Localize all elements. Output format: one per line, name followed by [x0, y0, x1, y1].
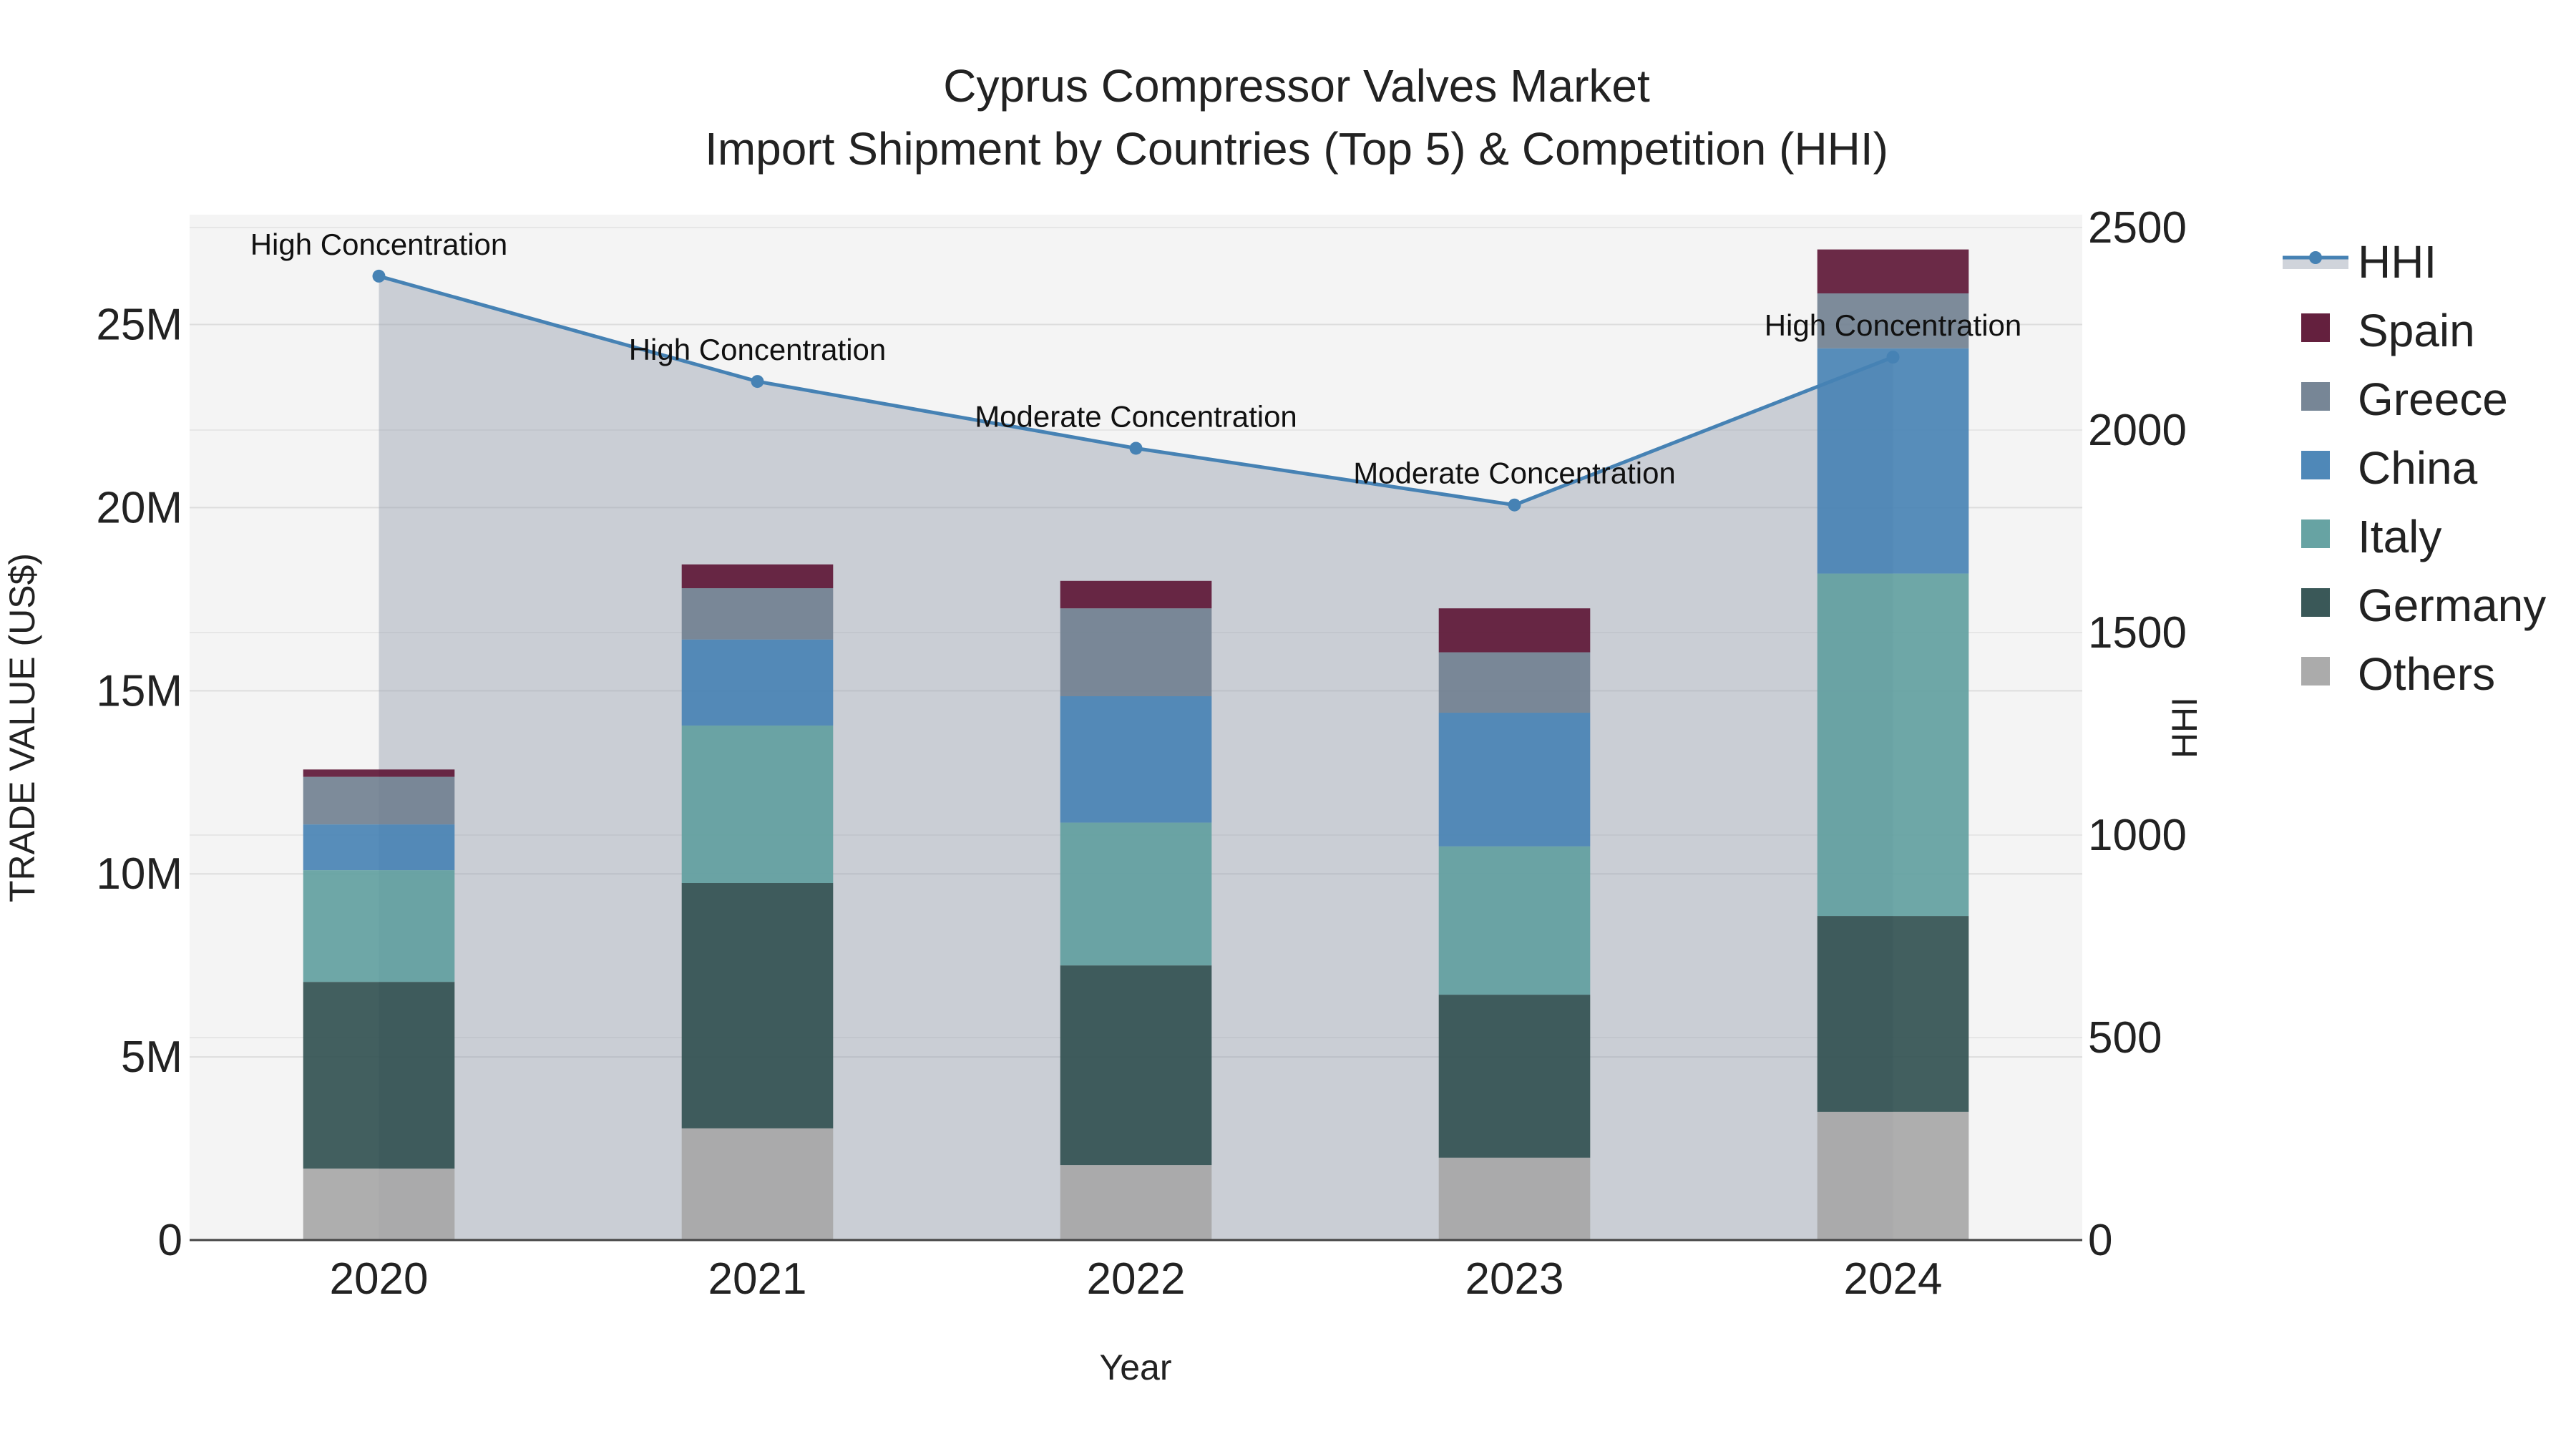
bar-china-2023: [1438, 713, 1591, 847]
bar-italy-2024: [1817, 573, 1969, 917]
legend-hhi-marker: [2309, 251, 2322, 264]
legend-swatch-spain: [2301, 313, 2330, 342]
x-tick-label: 2024: [1844, 1254, 1943, 1304]
bar-italy-2021: [681, 725, 834, 884]
bar-others-2021: [681, 1128, 834, 1240]
legend-label-germany: Germany: [2358, 580, 2546, 631]
bar-greece-2023: [1438, 652, 1591, 713]
bar-china-2024: [1817, 348, 1969, 574]
y-tick-label: 5M: [121, 1033, 182, 1082]
hhi-annotation: High Concentration: [629, 333, 887, 366]
bar-greece-2022: [1060, 608, 1212, 696]
hhi-annotation: Moderate Concentration: [975, 399, 1297, 433]
y2-tick-label: 1000: [2088, 811, 2187, 860]
axes: 0 5M 10M 15M 20M 25M 0 500 1000 1500 2000 2500 2020 2…: [96, 203, 2187, 1304]
y-tick-label: 0: [158, 1216, 182, 1265]
legend-swatch-others: [2301, 657, 2330, 686]
hhi-point: [1129, 441, 1143, 455]
y-tick-label: 10M: [96, 849, 182, 899]
y2-axis-title: HHI: [2165, 697, 2205, 758]
x-tick-label: 2023: [1465, 1254, 1564, 1304]
bar-greece-2021: [681, 588, 834, 640]
legend-label-italy: Italy: [2358, 511, 2441, 562]
bar-china-2020: [303, 824, 455, 871]
x-axis-title: Year: [1099, 1347, 1171, 1387]
x-tick-label: 2020: [330, 1254, 429, 1304]
bar-germany-2022: [1060, 965, 1212, 1166]
bar-others-2023: [1438, 1157, 1591, 1240]
y2-tick-label: 0: [2088, 1216, 2112, 1265]
y-tick-label: 25M: [96, 301, 182, 350]
hhi-point: [1886, 351, 1900, 364]
bar-greece-2024: [1817, 293, 1969, 348]
y-tick-label: 15M: [96, 666, 182, 716]
y-tick-label: 20M: [96, 483, 182, 532]
legend-swatch-greece: [2301, 382, 2330, 411]
bar-germany-2023: [1438, 995, 1591, 1158]
legend-label-china: China: [2358, 442, 2478, 494]
bar-spain-2020: [303, 769, 455, 777]
hhi-line-layer: High Concentration High Concentration Mode…: [250, 228, 2022, 512]
bar-spain-2021: [681, 564, 834, 589]
bar-spain-2022: [1060, 580, 1212, 609]
bar-greece-2020: [303, 776, 455, 825]
hhi-annotation: High Concentration: [250, 228, 508, 261]
bar-spain-2023: [1438, 608, 1591, 653]
y2-tick-label: 2500: [2088, 203, 2187, 253]
legend-swatch-italy: [2301, 519, 2330, 548]
bar-germany-2021: [681, 883, 834, 1128]
bar-others-2024: [1817, 1111, 1969, 1240]
hhi-point: [751, 375, 764, 389]
bars: [303, 249, 1969, 1240]
x-tick-label: 2021: [708, 1254, 807, 1304]
legend-label-others: Others: [2358, 648, 2495, 700]
bar-italy-2023: [1438, 846, 1591, 995]
chart-title-line2: Import Shipment by Countries (Top 5) & C…: [705, 123, 1888, 175]
y2-tick-label: 2000: [2088, 406, 2187, 455]
chart-title-line1: Cyprus Compressor Valves Market: [943, 60, 1650, 112]
legend[interactable]: HHI Spain Greece China Italy Germany Others: [2283, 236, 2546, 700]
bar-others-2022: [1060, 1165, 1212, 1240]
y2-tick-label: 1500: [2088, 608, 2187, 658]
legend-swatch-germany: [2301, 588, 2330, 617]
legend-swatch-china: [2301, 451, 2330, 479]
bar-others-2020: [303, 1169, 455, 1240]
hhi-annotation: Moderate Concentration: [1353, 457, 1676, 490]
bar-germany-2020: [303, 982, 455, 1169]
bar-china-2022: [1060, 696, 1212, 823]
hhi-point: [1508, 498, 1521, 512]
legend-label-hhi: HHI: [2358, 236, 2436, 288]
hhi-annotation: High Concentration: [1765, 308, 2022, 342]
bar-germany-2024: [1817, 916, 1969, 1112]
bar-italy-2022: [1060, 822, 1212, 966]
x-tick-label: 2022: [1087, 1254, 1186, 1304]
legend-label-greece: Greece: [2358, 374, 2508, 425]
bar-spain-2024: [1817, 249, 1969, 294]
legend-label-spain: Spain: [2358, 305, 2475, 356]
y2-tick-label: 500: [2088, 1013, 2162, 1063]
hhi-point: [372, 269, 386, 283]
bar-china-2021: [681, 639, 834, 726]
y-axis-title: TRADE VALUE (US$): [2, 553, 42, 902]
bar-italy-2020: [303, 870, 455, 982]
